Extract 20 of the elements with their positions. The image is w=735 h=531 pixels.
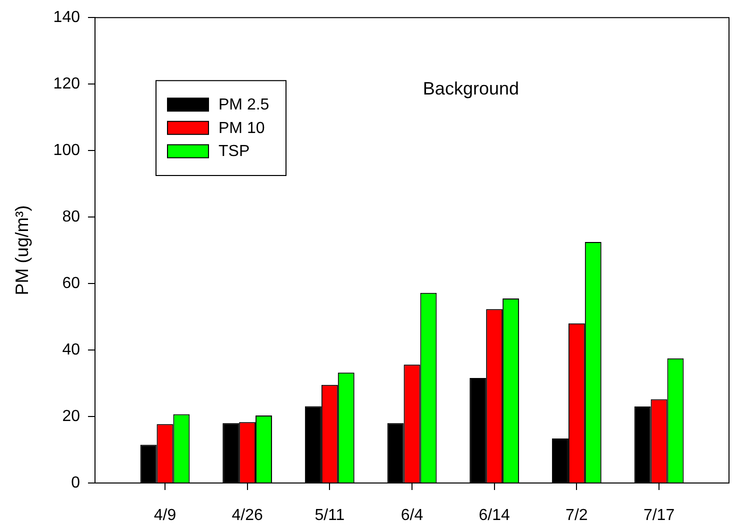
y-tick-label: 80 — [62, 208, 80, 226]
legend-label: PM 2.5 — [218, 96, 270, 114]
y-tick-label: 0 — [71, 474, 80, 492]
y-tick-label: 140 — [53, 9, 80, 26]
text: Background — [422, 78, 519, 99]
y-axis-title: PM (ug/m³) — [12, 205, 32, 296]
x-tick-label: 5/11 — [314, 507, 345, 524]
x-tick-label: 4/26 — [232, 507, 263, 524]
y-tick-label: 100 — [53, 142, 80, 159]
x-tick-label: 6/14 — [478, 507, 510, 524]
legend-label: TSP — [218, 143, 250, 160]
x-tick-label: 7/2 — [566, 507, 588, 524]
y-tick-label: 40 — [62, 341, 80, 358]
x-tick-label: 7/17 — [643, 507, 675, 524]
legend-label: PM 10 — [218, 120, 265, 137]
y-tick-label: 60 — [62, 274, 80, 292]
y-tick-label: 120 — [53, 75, 80, 92]
x-tick-label: 4/9 — [154, 507, 176, 524]
x-tick-label: 6/4 — [400, 507, 424, 524]
y-tick-label: 20 — [62, 408, 80, 425]
